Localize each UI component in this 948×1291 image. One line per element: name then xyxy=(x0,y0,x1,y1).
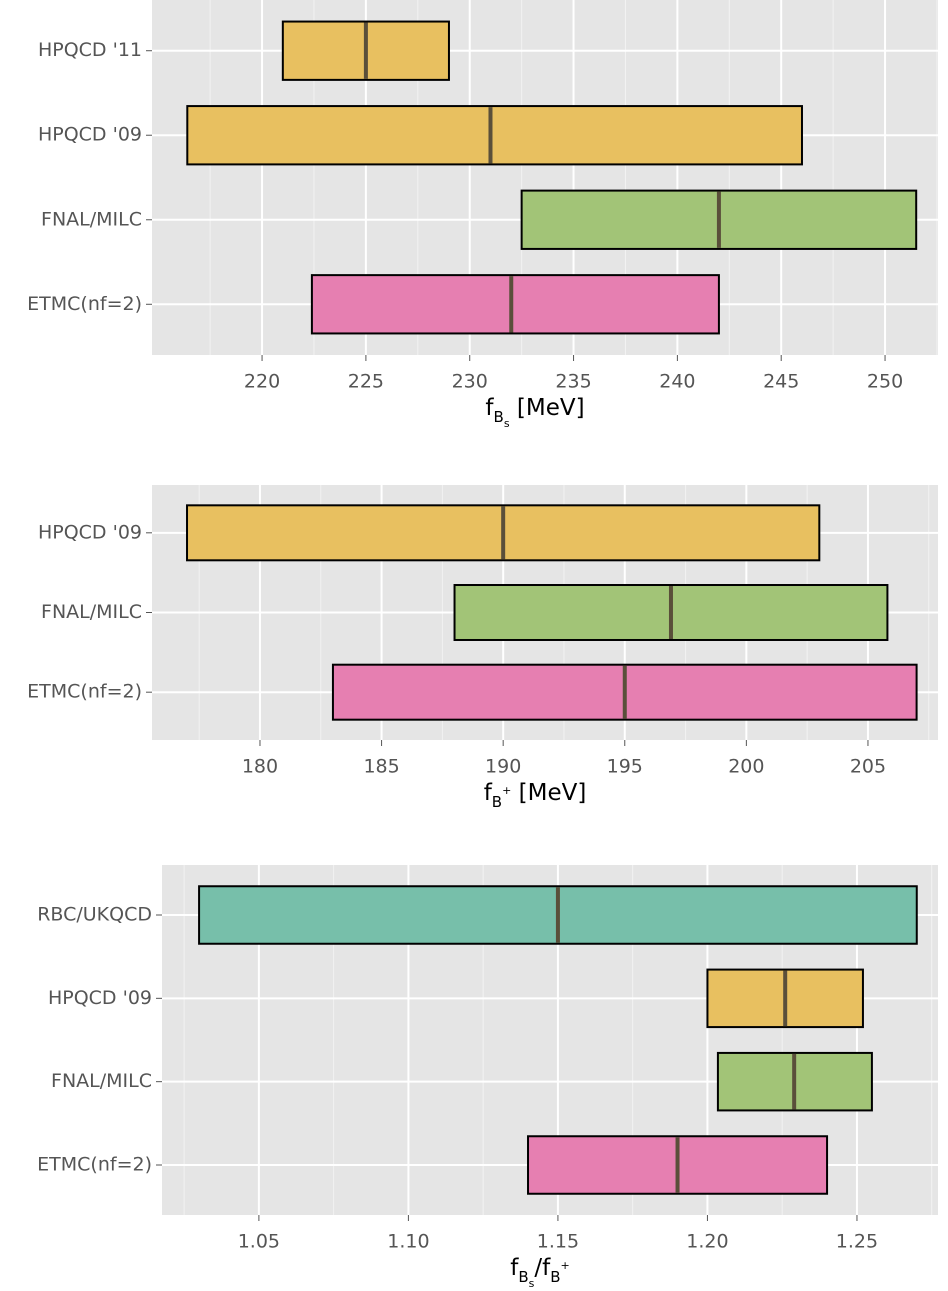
x-tick-label: 230 xyxy=(452,371,488,393)
x-tick-label: 1.15 xyxy=(537,1231,579,1253)
y-tick-label: FNAL/MILC xyxy=(51,1070,152,1092)
x-axis-title-part: f xyxy=(484,780,493,806)
x-axis-title: fB+ [MeV] xyxy=(484,780,587,811)
x-axis-title-part: s xyxy=(504,417,510,430)
y-tick-label: HPQCD '09 xyxy=(38,521,142,543)
y-tick-label: FNAL/MILC xyxy=(41,601,142,623)
x-axis-title-part: s xyxy=(529,1277,535,1290)
x-axis-title-part: [MeV] xyxy=(510,395,585,421)
x-tick-label: 190 xyxy=(485,756,521,778)
x-axis-title-part: f xyxy=(510,1255,519,1281)
x-axis-title-part: f xyxy=(542,1255,551,1281)
y-tick-label: ETMC(nf=2) xyxy=(27,293,142,315)
range-bar xyxy=(310,274,720,335)
x-tick-label: 180 xyxy=(242,756,278,778)
y-tick-label: HPQCD '11 xyxy=(38,39,142,61)
x-axis-title-part: f xyxy=(485,395,494,421)
x-axis-title-part: [MeV] xyxy=(511,780,586,806)
x-axis-title-part: B xyxy=(550,1268,560,1286)
x-tick-label: 240 xyxy=(659,371,695,393)
x-tick-label: 205 xyxy=(850,756,886,778)
x-axis-title-part: / xyxy=(534,1255,542,1281)
x-tick-label: 220 xyxy=(244,371,280,393)
x-tick-label: 1.25 xyxy=(836,1231,878,1253)
x-tick-label: 1.10 xyxy=(387,1231,429,1253)
x-axis-title-part: B xyxy=(518,1268,528,1286)
x-axis-title-part: + xyxy=(561,1259,570,1272)
range-bar xyxy=(186,105,803,166)
y-tick-label: HPQCD '09 xyxy=(38,124,142,146)
x-tick-label: 185 xyxy=(363,756,399,778)
x-tick-label: 195 xyxy=(607,756,643,778)
y-tick-label: ETMC(nf=2) xyxy=(27,681,142,703)
x-tick-label: 245 xyxy=(763,371,799,393)
x-tick-label: 1.05 xyxy=(238,1231,280,1253)
x-tick-label: 200 xyxy=(728,756,764,778)
x-axis-title-part: B xyxy=(492,793,502,811)
y-tick-label: RBC/UKQCD xyxy=(37,904,152,926)
x-tick-label: 250 xyxy=(867,371,903,393)
x-axis-title-part: B xyxy=(494,408,504,426)
x-axis-title-part: + xyxy=(502,784,511,797)
x-tick-label: 225 xyxy=(348,371,384,393)
x-tick-label: 1.20 xyxy=(686,1231,728,1253)
x-axis-title: fBs [MeV] xyxy=(485,395,584,430)
y-tick-label: ETMC(nf=2) xyxy=(37,1154,152,1176)
x-tick-label: 235 xyxy=(555,371,591,393)
x-axis-title: fBs/fB+ xyxy=(510,1255,570,1290)
y-tick-label: HPQCD '09 xyxy=(48,987,152,1009)
y-tick-label: FNAL/MILC xyxy=(41,208,142,230)
